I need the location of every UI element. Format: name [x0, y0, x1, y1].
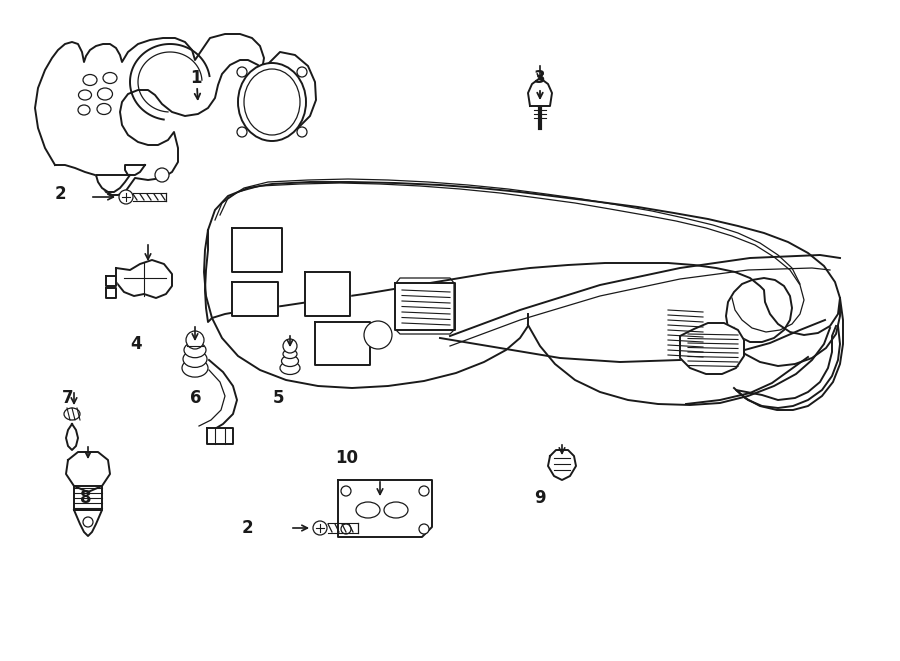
Text: 2: 2 — [241, 519, 253, 537]
Ellipse shape — [64, 408, 80, 420]
Circle shape — [341, 524, 351, 534]
Circle shape — [155, 168, 169, 182]
Text: 6: 6 — [190, 389, 202, 407]
Polygon shape — [232, 282, 278, 316]
Circle shape — [237, 67, 247, 77]
Circle shape — [419, 524, 429, 534]
Circle shape — [119, 190, 133, 204]
Ellipse shape — [83, 75, 97, 85]
Polygon shape — [338, 480, 432, 537]
Ellipse shape — [283, 350, 297, 358]
Circle shape — [364, 321, 392, 349]
Ellipse shape — [97, 88, 112, 100]
Text: 5: 5 — [272, 389, 284, 407]
Circle shape — [237, 127, 247, 137]
Circle shape — [283, 339, 297, 353]
Polygon shape — [66, 424, 78, 450]
Text: 9: 9 — [535, 489, 545, 507]
Ellipse shape — [384, 502, 408, 518]
Ellipse shape — [103, 73, 117, 83]
Ellipse shape — [356, 502, 380, 518]
Polygon shape — [548, 450, 576, 480]
Text: 10: 10 — [336, 449, 358, 467]
Circle shape — [419, 486, 429, 496]
Text: 8: 8 — [80, 489, 92, 507]
Polygon shape — [205, 182, 840, 335]
Circle shape — [297, 127, 307, 137]
Ellipse shape — [78, 90, 92, 100]
Ellipse shape — [183, 350, 207, 368]
Ellipse shape — [78, 105, 90, 115]
Polygon shape — [106, 288, 116, 298]
Circle shape — [186, 331, 204, 349]
Polygon shape — [395, 283, 455, 330]
Circle shape — [83, 517, 93, 527]
Ellipse shape — [97, 104, 111, 114]
Circle shape — [341, 486, 351, 496]
Text: 7: 7 — [62, 389, 74, 407]
Ellipse shape — [280, 362, 300, 375]
Ellipse shape — [244, 69, 300, 135]
Polygon shape — [680, 323, 744, 374]
Ellipse shape — [238, 63, 306, 141]
Polygon shape — [528, 78, 552, 106]
Circle shape — [313, 521, 327, 535]
Polygon shape — [232, 228, 282, 272]
Polygon shape — [106, 276, 116, 286]
Polygon shape — [35, 34, 316, 195]
Polygon shape — [305, 272, 350, 316]
Polygon shape — [74, 486, 102, 510]
Polygon shape — [96, 175, 130, 192]
Polygon shape — [74, 510, 102, 536]
Text: 3: 3 — [535, 69, 545, 87]
Polygon shape — [116, 260, 172, 298]
Ellipse shape — [282, 356, 299, 367]
Ellipse shape — [184, 342, 206, 358]
Polygon shape — [207, 428, 233, 444]
Polygon shape — [66, 452, 110, 492]
Text: 4: 4 — [130, 335, 142, 353]
Circle shape — [297, 67, 307, 77]
Polygon shape — [125, 165, 145, 175]
Text: 1: 1 — [190, 69, 202, 87]
Text: 2: 2 — [54, 185, 66, 203]
Polygon shape — [315, 322, 370, 365]
Ellipse shape — [182, 359, 208, 377]
